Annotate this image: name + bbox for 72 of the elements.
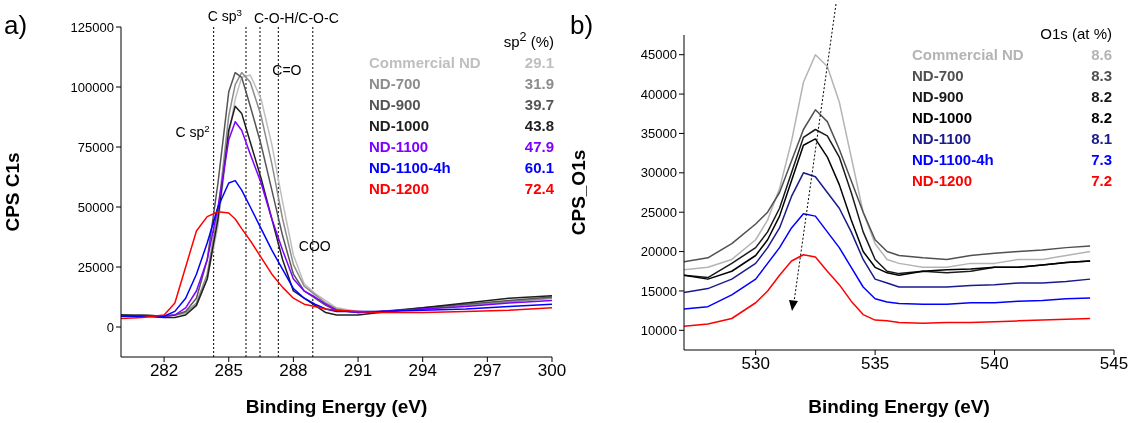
y-tick-label: 75000 bbox=[77, 139, 114, 155]
ref-line-label: C sp$^{2}$ bbox=[175, 122, 210, 140]
text: ND-700 bbox=[369, 74, 422, 94]
ref-line-label: C sp$^{3}$ bbox=[207, 6, 243, 24]
x-tick-label: 294 bbox=[408, 361, 437, 381]
text: ND-900 bbox=[912, 87, 965, 107]
text: ND-1100-4h bbox=[912, 150, 995, 170]
text: ND-1200 bbox=[369, 179, 431, 199]
text: ND-1000 bbox=[912, 108, 974, 128]
text: ND-900 bbox=[369, 95, 422, 115]
line-series bbox=[684, 172, 1091, 294]
text: ND-1100 bbox=[369, 137, 430, 157]
y-tick-label: 15000 bbox=[640, 283, 677, 299]
annotation: 29.1 bbox=[523, 53, 554, 73]
x-tick-label: 545 bbox=[1099, 354, 1129, 374]
text: ND-700 bbox=[912, 66, 965, 86]
annotation: 7.3 bbox=[1090, 150, 1112, 170]
y-tick-label: 45000 bbox=[640, 47, 677, 63]
annotation: 31.9 bbox=[523, 74, 554, 94]
text: ND-1200 bbox=[912, 171, 974, 191]
text: ND-1000 bbox=[369, 116, 431, 136]
annotation: 60.1 bbox=[523, 158, 554, 178]
text: ND-1100 bbox=[912, 129, 973, 149]
text: Commercial ND bbox=[912, 45, 1025, 65]
ref-line-label: C=O bbox=[272, 62, 302, 78]
x-tick-label: 530 bbox=[741, 354, 770, 374]
x-tick-label: 285 bbox=[214, 361, 243, 381]
y-tick-label: 30000 bbox=[640, 165, 677, 181]
x-tick-label: 535 bbox=[860, 354, 890, 374]
x-axis-title: Binding Energy (eV) bbox=[808, 396, 990, 417]
annotation: 8.1 bbox=[1090, 129, 1112, 149]
annotation: 72.4 bbox=[523, 179, 554, 199]
annotation: 8.6 bbox=[1090, 45, 1112, 65]
chart-title: a) bbox=[4, 10, 28, 41]
y-tick-label: 125000 bbox=[70, 19, 114, 35]
x-tick-label: 288 bbox=[279, 361, 308, 381]
y-tick-label: 0 bbox=[106, 319, 114, 335]
y-tick-label: 25000 bbox=[640, 204, 677, 220]
y-axis-title: CPS C1s bbox=[1, 152, 23, 232]
annotation: 39.7 bbox=[523, 95, 554, 115]
text: Commercial ND bbox=[369, 53, 482, 73]
annotation: 43.8 bbox=[523, 116, 554, 136]
annotation: 8.2 bbox=[1090, 87, 1112, 107]
x-tick-label: 291 bbox=[343, 361, 373, 381]
legend-title: sp$^{2}$ (%) bbox=[502, 30, 554, 50]
line-series bbox=[684, 109, 1091, 263]
annotation: 8.3 bbox=[1090, 66, 1112, 86]
x-tick-label: 300 bbox=[537, 361, 567, 381]
y-tick-label: 35000 bbox=[640, 126, 677, 142]
x-axis-title: Binding Energy (eV) bbox=[245, 396, 428, 417]
y-tick-label: 10000 bbox=[640, 322, 677, 338]
legend-title: O1s (at %) bbox=[1039, 25, 1112, 42]
line-series bbox=[684, 213, 1091, 310]
chart-title: b) bbox=[570, 10, 594, 41]
ref-line-label: C-O-H/C-O-C bbox=[254, 10, 339, 26]
y-axis-title: CPS_O1s bbox=[567, 149, 589, 236]
ref-line-label: COO bbox=[298, 238, 331, 254]
line-series bbox=[684, 253, 1091, 328]
y-tick-label: 50000 bbox=[77, 199, 114, 215]
text: ND-1100-4h bbox=[369, 158, 452, 178]
annotation: 7.2 bbox=[1090, 171, 1112, 191]
y-tick-label: 100000 bbox=[70, 79, 114, 95]
line-series bbox=[121, 179, 552, 317]
y-tick-label: 40000 bbox=[640, 86, 677, 102]
x-tick-label: 540 bbox=[980, 354, 1009, 374]
line-series bbox=[121, 211, 552, 320]
y-tick-label: 20000 bbox=[640, 244, 677, 260]
x-tick-label: 297 bbox=[473, 361, 502, 381]
annotation: 8.2 bbox=[1090, 108, 1112, 128]
x-tick-label: 282 bbox=[149, 361, 179, 381]
y-tick-label: 25000 bbox=[77, 259, 114, 275]
annotation: 47.9 bbox=[523, 137, 554, 157]
